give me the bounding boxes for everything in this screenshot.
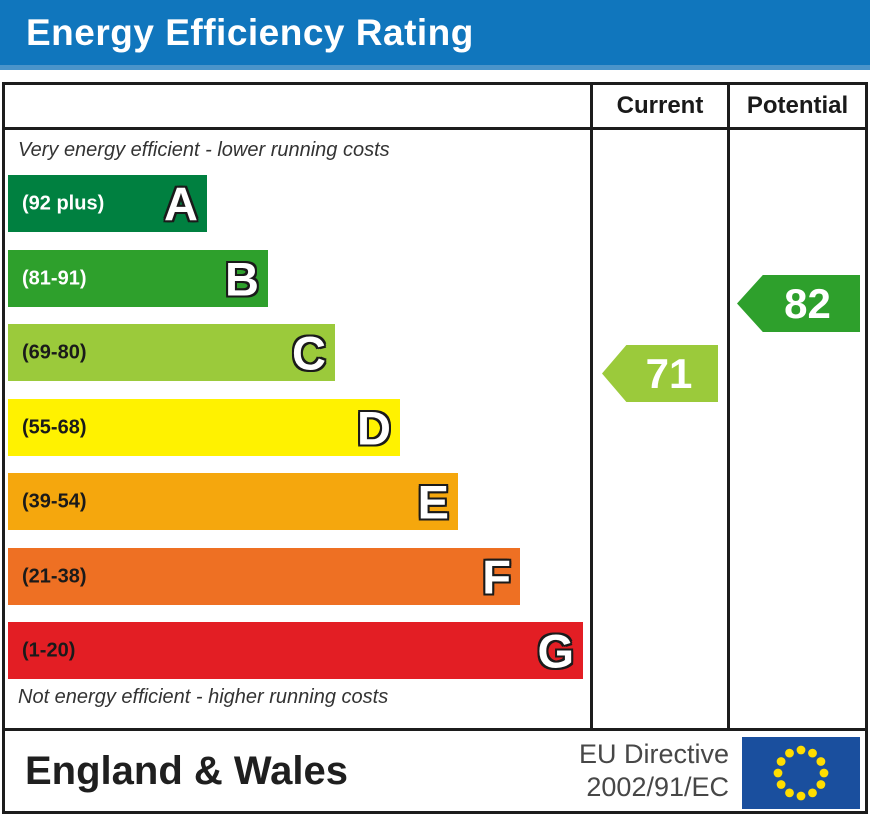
band-row-g: (1-20) G: [8, 622, 583, 679]
current-column-divider: [590, 85, 593, 731]
footer: England & Wales EU Directive 2002/91/EC: [5, 731, 865, 811]
header-divider: [5, 127, 865, 130]
potential-rating-value: 82: [784, 279, 831, 327]
region-label: England & Wales: [25, 748, 349, 793]
band-letter: D: [357, 401, 391, 454]
column-header-current: Current: [616, 92, 704, 119]
band-letter: F: [482, 550, 511, 603]
band-range-label: (81-91): [22, 267, 87, 289]
band-row-f: (21-38) F: [8, 548, 520, 605]
page-title: Energy Efficiency Rating: [26, 11, 474, 53]
band-range-label: (92 plus): [22, 192, 105, 214]
band-row-a: (92 plus) A: [8, 175, 207, 232]
potential-rating-arrow: 82: [737, 275, 860, 332]
band-range-label: (21-38): [22, 565, 87, 587]
band-row-e: (39-54) E: [8, 473, 458, 530]
band-row-c: (69-80) C: [8, 324, 335, 381]
band-range-label: (69-80): [22, 341, 87, 363]
eu-directive-label: EU Directive 2002/91/EC: [578, 739, 729, 802]
band-range-label: (1-20): [22, 639, 76, 661]
title-bar: Energy Efficiency Rating: [0, 0, 870, 70]
current-rating-value: 71: [645, 349, 693, 397]
band-row-d: (55-68) D: [8, 399, 400, 456]
rating-table: Current Potential Very energy efficient …: [2, 82, 868, 814]
band-letter: B: [225, 252, 259, 305]
current-rating-arrow: 71: [602, 345, 718, 402]
band-range-label: (39-54): [22, 490, 87, 512]
column-header-potential: Potential: [746, 92, 849, 119]
top-note: Very energy efficient - lower running co…: [18, 139, 390, 161]
band-range-label: (55-68): [22, 416, 87, 438]
potential-column-divider: [727, 85, 730, 731]
eu-flag-icon: [742, 737, 860, 809]
footer-divider: [5, 728, 865, 731]
band-letter: A: [164, 177, 198, 230]
band-row-b: (81-91) B: [8, 250, 268, 307]
band-letter: C: [292, 326, 326, 379]
band-letter: E: [417, 475, 449, 528]
band-letter: G: [537, 624, 574, 677]
bottom-note: Not energy efficient - higher running co…: [18, 686, 389, 708]
